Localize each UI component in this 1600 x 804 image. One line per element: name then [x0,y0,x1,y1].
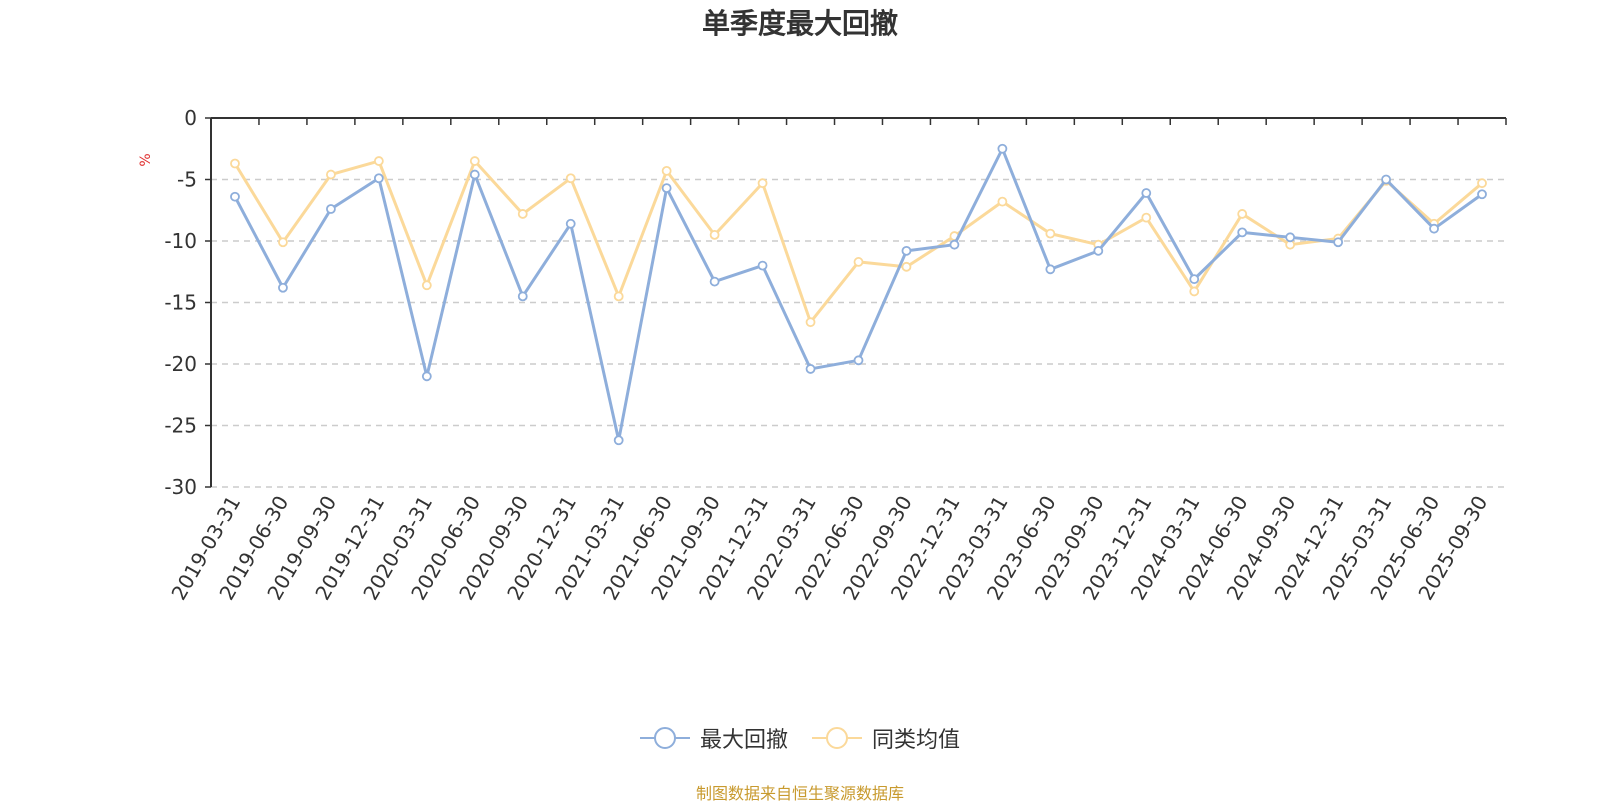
data-point [1189,286,1200,297]
data-point [661,183,672,194]
data-point [997,143,1008,154]
data-point [1237,209,1248,219]
data-point [949,239,960,250]
data-point [1477,189,1487,200]
data-point [1237,227,1248,238]
data-point [853,257,864,267]
y-tick-label: -15 [164,291,197,315]
chart-title: 单季度最大回撤 [701,7,898,40]
data-point [1141,212,1152,223]
data-point [517,209,528,219]
data-point [709,229,720,240]
legend-label-peer-average: 同类均值 [872,728,961,753]
data-point [517,291,528,302]
data-point [278,282,288,293]
data-point [805,364,816,374]
data-point [1381,174,1391,185]
data-point [469,156,480,166]
data-point [997,196,1008,207]
source-note: 制图数据来自恒生聚源数据库 [695,784,904,803]
legend: 最大回撤 同类均值 [0,722,1600,754]
legend-swatch-max-drawdown-icon [639,727,690,749]
data-point [757,260,768,271]
data-point [373,173,384,184]
data-point [901,261,912,272]
y-tick-label: -5 [177,168,197,192]
y-axis-label: % [138,153,154,166]
data-point [565,218,576,229]
series-layer [230,143,1487,446]
data-point [757,178,768,189]
y-tick-label: 0 [184,106,197,130]
data-point [613,435,624,446]
data-point [230,158,240,169]
data-point [565,173,576,184]
data-point [901,245,912,256]
data-point [853,355,864,366]
data-point [421,280,432,291]
data-point [1333,237,1344,248]
data-point [613,291,624,302]
y-tick-label: -10 [164,229,197,253]
legend-item-peer-average[interactable]: 同类均值 [812,722,960,754]
axis-layer: 0-5-10-15-20-25-302019-03-312019-06-3020… [164,106,1507,604]
data-point [1477,178,1487,189]
data-point [1093,245,1104,256]
y-tick-label: -25 [164,414,197,438]
legend-item-max-drawdown[interactable]: 最大回撤 [639,722,788,754]
data-point [230,191,240,202]
data-point [469,169,480,180]
y-tick-label: -30 [164,475,197,499]
data-point [1285,232,1296,243]
data-point [1045,228,1056,239]
y-tick-label: -20 [164,352,197,376]
data-point [326,204,336,214]
data-point [421,371,432,382]
legend-swatch-peer-average-icon [812,727,862,749]
data-point [1189,274,1200,285]
data-point [709,276,720,287]
data-point [1429,223,1439,234]
data-point [661,165,672,176]
data-point [1141,188,1152,198]
data-point [326,169,336,180]
data-point [1045,264,1056,275]
legend-label-max-drawdown: 最大回撤 [699,728,788,753]
data-point [805,317,816,328]
data-point [278,237,288,248]
series-line-0 [233,147,1483,442]
data-point [373,156,384,166]
